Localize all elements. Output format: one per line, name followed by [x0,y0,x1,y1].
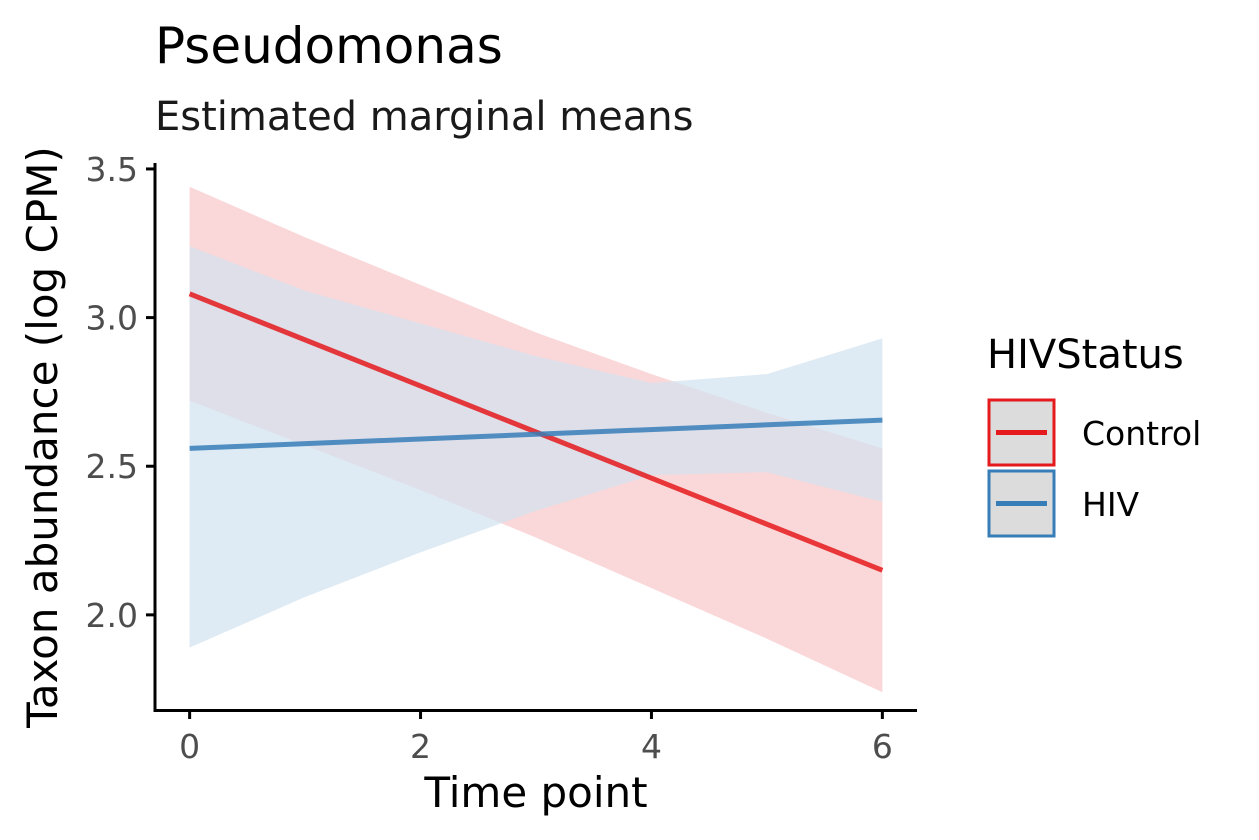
confidence-bands [189,186,883,693]
x-tick-label: 4 [641,727,662,766]
y-tick-label: 3.0 [86,299,138,338]
chart-title: Pseudomonas [155,17,503,75]
x-tick-label: 6 [872,727,893,766]
chart-subtitle: Estimated marginal means [155,94,693,140]
y-tick-label: 2.5 [86,447,138,486]
series-lines [188,291,884,573]
y-ticks: 2.0 2.5 3.0 3.5 [86,150,155,635]
axes: 0 2 4 6 2.0 2.5 3.0 3.5 [86,150,917,766]
series-line-hiv [189,417,883,451]
x-tick-label: 2 [410,727,431,766]
x-tick-label: 0 [179,727,200,766]
y-axis-title: Taxon abundance (log CPM) [18,146,67,729]
legend-label-hiv: HIV [1082,485,1140,524]
x-ticks: 0 2 4 6 [179,710,893,766]
legend-label-control: Control [1082,414,1201,453]
confidence-band-hiv [189,246,883,648]
legend: HIVStatus Control HIV [987,332,1201,538]
plot-area [188,186,884,693]
y-tick-label: 3.5 [86,150,138,189]
x-axis-title: Time point [423,768,647,817]
legend-title: HIVStatus [987,332,1184,378]
y-tick-label: 2.0 [86,596,138,635]
legend-items: Control HIV [987,398,1201,538]
